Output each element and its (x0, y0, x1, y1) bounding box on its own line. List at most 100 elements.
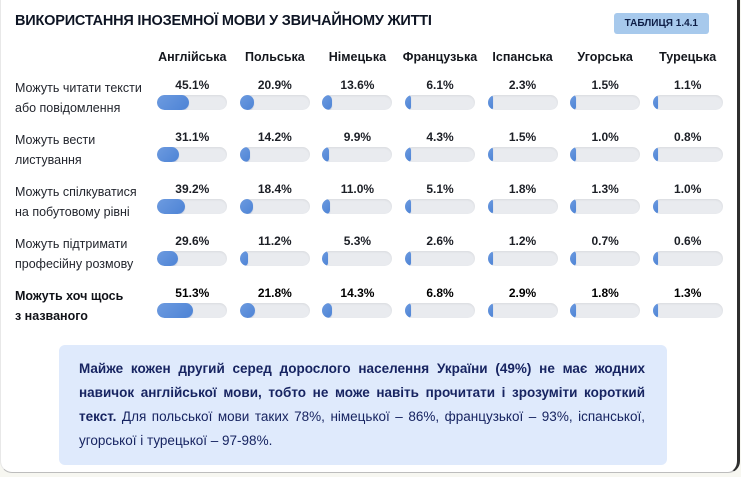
language-usage-table: Англійська Польська Німецька Французька Іспа… (13, 42, 729, 338)
value-label: 4.3% (426, 130, 454, 144)
progress-bar-fill (239, 95, 255, 110)
progress-bar-track (157, 303, 228, 318)
table-cell: 14.2% (234, 130, 317, 182)
progress-bar-fill (570, 251, 576, 266)
value-label: 1.3% (591, 182, 619, 196)
progress-bar-track (570, 95, 641, 110)
table-cell: 0.7% (564, 234, 647, 286)
value-label: 1.1% (674, 78, 702, 92)
progress-bar-track (404, 199, 475, 214)
value-label: 39.2% (175, 182, 210, 196)
progress-bar-fill (322, 147, 330, 162)
progress-bar-track (570, 147, 641, 162)
table-cell: 9.9% (316, 130, 399, 182)
page-title: ВИКОРИСТАННЯ ІНОЗЕМНОЇ МОВИ У ЗВИЧАЙНОМУ… (15, 13, 432, 29)
value-label: 1.0% (674, 182, 702, 196)
column-header-4: Французька (402, 50, 478, 64)
value-label: 45.1% (175, 78, 210, 92)
value-label: 6.8% (426, 286, 454, 300)
progress-bar-track (404, 147, 475, 162)
summary-note-regular-text: Для польської мови таких 78%, німецької … (79, 409, 645, 448)
progress-bar-track (239, 147, 310, 162)
progress-bar-fill (157, 95, 189, 110)
value-label: 6.1% (426, 78, 454, 92)
progress-bar-fill (239, 251, 248, 266)
value-label: 1.0% (591, 130, 619, 144)
progress-bar-track (322, 147, 393, 162)
progress-bar-fill (652, 251, 659, 266)
progress-bar-track (404, 303, 475, 318)
value-label: 2.6% (426, 234, 454, 248)
row-label: Можуть читати тексти або повідомлення (15, 81, 142, 115)
progress-bar-fill (239, 303, 256, 318)
value-label: 1.3% (674, 286, 702, 300)
table-cell: 0.8% (646, 130, 729, 182)
column-header-2: Польська (244, 50, 305, 64)
progress-bar-track (652, 251, 723, 266)
progress-bar-track (239, 199, 310, 214)
progress-bar-fill (322, 303, 333, 318)
value-label: 20.9% (257, 78, 292, 92)
table-cell: 6.1% (399, 78, 482, 130)
row-label: Можуть спілкуватися на побутовому рівні (15, 185, 137, 219)
column-header-5: Іспанська (492, 50, 553, 64)
progress-bar-track (157, 251, 228, 266)
table-cell: 1.3% (564, 182, 647, 234)
column-header-1: Англійська (158, 50, 227, 64)
table-cell: 20.9% (234, 78, 317, 130)
progress-bar-fill (570, 303, 576, 318)
value-label: 1.5% (508, 130, 537, 144)
progress-bar-track (239, 95, 310, 110)
progress-bar-fill (404, 251, 411, 266)
table-cell: 13.6% (316, 78, 399, 130)
value-label: 14.3% (340, 286, 375, 300)
value-label: 1.8% (591, 286, 619, 300)
summary-note: Майже кожен другий серед дорослого насел… (59, 345, 667, 465)
progress-bar-track (652, 199, 723, 214)
progress-bar-track (570, 303, 641, 318)
progress-bar-track (652, 147, 723, 162)
table-cell: 1.5% (564, 78, 647, 130)
progress-bar-fill (487, 199, 494, 214)
progress-bar-track (487, 303, 558, 318)
progress-bar-fill (157, 199, 185, 214)
progress-bar-fill (652, 303, 659, 318)
table-cell: 1.3% (646, 286, 729, 338)
progress-bar-track (570, 251, 641, 266)
table-cell: 1.0% (564, 130, 647, 182)
table-cell: 31.1% (151, 130, 234, 182)
progress-bar-fill (404, 95, 411, 110)
progress-bar-track (157, 147, 228, 162)
column-header-3: Німецька (328, 50, 387, 64)
table-cell: 29.6% (151, 234, 234, 286)
value-label: 0.7% (591, 234, 619, 248)
progress-bar-track (404, 251, 475, 266)
table-cell: 5.3% (316, 234, 399, 286)
table-cell: 2.9% (481, 286, 564, 338)
progress-bar-fill (570, 199, 576, 214)
table-cell: 0.6% (646, 234, 729, 286)
table-cell: 1.2% (481, 234, 564, 286)
header: ВИКОРИСТАННЯ ІНОЗЕМНОЇ МОВИ У ЗВИЧАЙНОМУ… (1, 0, 737, 38)
column-header-6: Угорська (577, 50, 633, 64)
table-corner-spacer (13, 42, 151, 64)
progress-bar-track (157, 95, 228, 110)
progress-bar-fill (322, 199, 331, 214)
progress-bar-track (404, 95, 475, 110)
progress-bar-fill (570, 95, 576, 110)
table-cell: 2.6% (399, 234, 482, 286)
progress-bar-fill (404, 303, 411, 318)
progress-bar-track (322, 251, 393, 266)
progress-bar-fill (487, 251, 494, 266)
progress-bar-track (239, 303, 310, 318)
table-cell: 1.8% (481, 182, 564, 234)
column-header-7: Турецька (659, 50, 717, 64)
progress-bar-track (322, 95, 393, 110)
progress-bar-track (487, 251, 558, 266)
summary-note-bold-text: Майже кожен другий серед дорослого насел… (79, 361, 645, 424)
progress-bar-track (487, 147, 558, 162)
table-cell: 5.1% (399, 182, 482, 234)
value-label: 14.2% (257, 130, 292, 144)
table-cell: 1.5% (481, 130, 564, 182)
